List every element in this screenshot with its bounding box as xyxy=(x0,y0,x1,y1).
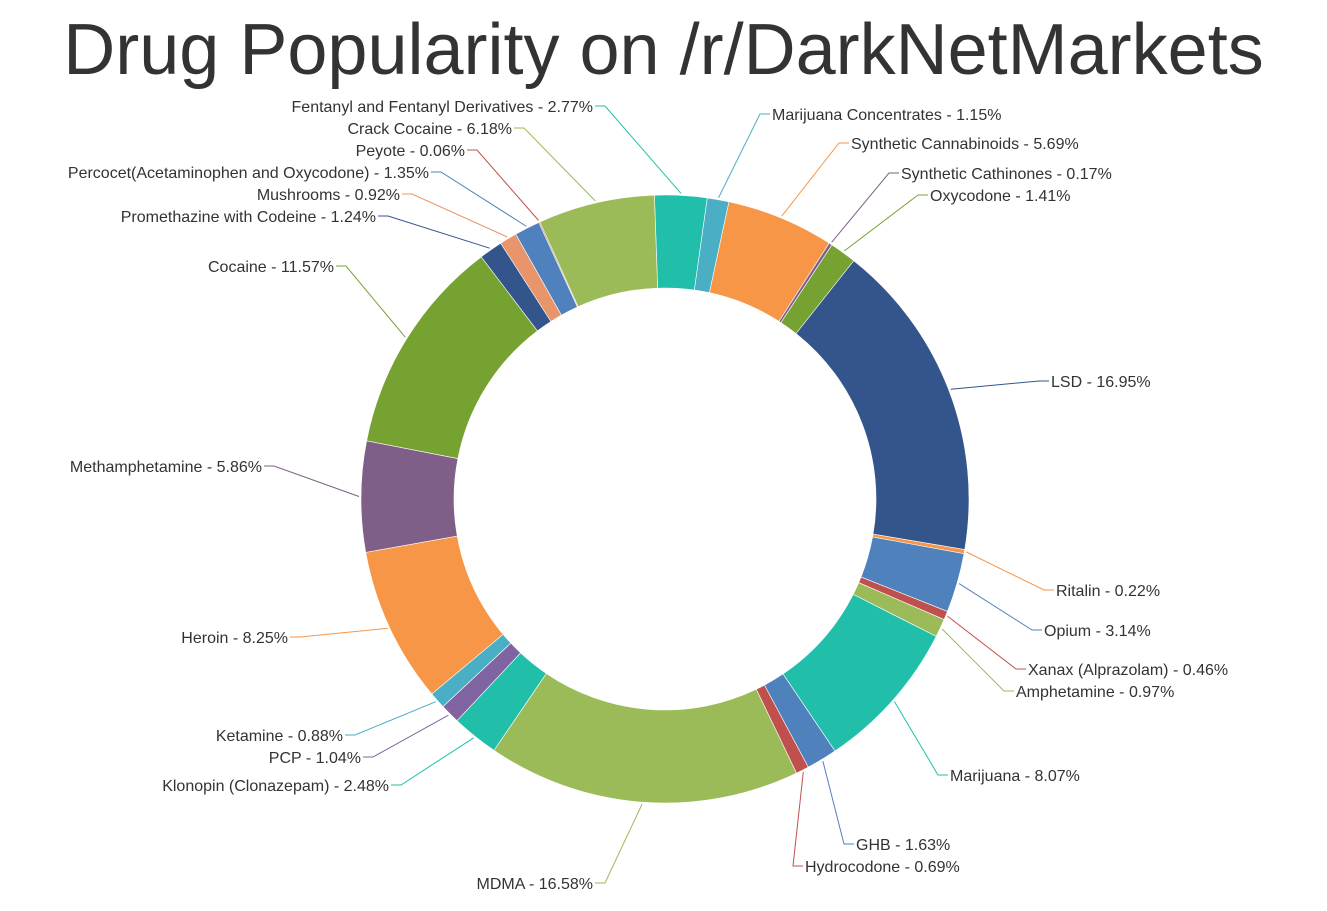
slice-label: Ketamine - 0.88% xyxy=(216,728,343,745)
leader-line xyxy=(345,701,436,736)
leader-line xyxy=(947,615,1026,670)
slice-label: LSD - 16.95% xyxy=(1051,374,1151,391)
leader-line xyxy=(595,803,643,884)
chart-title: Drug Popularity on /r/DarkNetMarkets xyxy=(63,10,1264,90)
leader-line xyxy=(402,193,508,238)
slice-label: Marijuana - 8.07% xyxy=(950,768,1080,785)
leader-line xyxy=(822,761,854,845)
leader-line xyxy=(792,771,804,867)
donut-slice xyxy=(493,673,797,804)
slice-label: Hydrocodone - 0.69% xyxy=(805,859,960,876)
slice-label: Peyote - 0.06% xyxy=(356,143,465,160)
leader-line xyxy=(595,105,682,194)
donut-slice xyxy=(795,260,970,550)
leader-line xyxy=(781,142,849,217)
slice-label: MDMA - 16.58% xyxy=(477,876,593,893)
slice-label: Synthetic Cannabinoids - 5.69% xyxy=(851,136,1079,153)
leader-line xyxy=(831,172,899,243)
leader-line xyxy=(843,194,928,252)
leader-lines xyxy=(264,105,1054,884)
slice-label: Methamphetamine - 5.86% xyxy=(70,459,262,476)
donut-slices xyxy=(360,194,970,804)
donut-slice xyxy=(539,194,658,308)
donut-slice xyxy=(360,440,459,553)
leader-line xyxy=(290,627,388,638)
slice-label: Fentanyl and Fentanyl Derivatives - 2.77… xyxy=(292,99,593,116)
slice-label: Klonopin (Clonazepam) - 2.48% xyxy=(162,778,389,795)
slice-label: Marijuana Concentrates - 1.15% xyxy=(772,107,1001,124)
leader-line xyxy=(941,628,1014,692)
slice-label: Xanax (Alprazolam) - 0.46% xyxy=(1028,662,1228,679)
leader-line xyxy=(958,583,1042,631)
slice-label: Mushrooms - 0.92% xyxy=(257,187,400,204)
slice-label: GHB - 1.63% xyxy=(856,837,950,854)
leader-line xyxy=(378,215,490,249)
leader-line xyxy=(950,380,1049,390)
slice-label: Ritalin - 0.22% xyxy=(1056,583,1160,600)
leader-line xyxy=(336,265,406,338)
leader-line xyxy=(391,737,474,786)
leader-line xyxy=(264,465,360,497)
slice-label: Crack Cocaine - 6.18% xyxy=(347,121,512,138)
slice-labels: Fentanyl and Fentanyl Derivatives - 2.77… xyxy=(68,99,1228,893)
slice-label: Percocet(Acetaminophen and Oxycodone) - … xyxy=(68,165,429,182)
slice-label: PCP - 1.04% xyxy=(269,750,361,767)
slice-label: Cocaine - 11.57% xyxy=(208,259,334,276)
slice-label: Oxycodone - 1.41% xyxy=(930,188,1071,205)
slice-label: Amphetamine - 0.97% xyxy=(1016,684,1174,701)
slice-label: Heroin - 8.25% xyxy=(181,630,288,647)
leader-line xyxy=(467,149,539,221)
leader-line xyxy=(514,127,596,202)
slice-label: Opium - 3.14% xyxy=(1044,623,1151,640)
leader-line xyxy=(893,701,948,776)
leader-line xyxy=(431,171,527,227)
leader-line xyxy=(966,551,1054,591)
slice-label: Synthetic Cathinones - 0.17% xyxy=(901,166,1112,183)
leader-line xyxy=(363,714,449,758)
leader-line xyxy=(718,113,770,198)
slice-label: Promethazine with Codeine - 1.24% xyxy=(121,209,376,226)
